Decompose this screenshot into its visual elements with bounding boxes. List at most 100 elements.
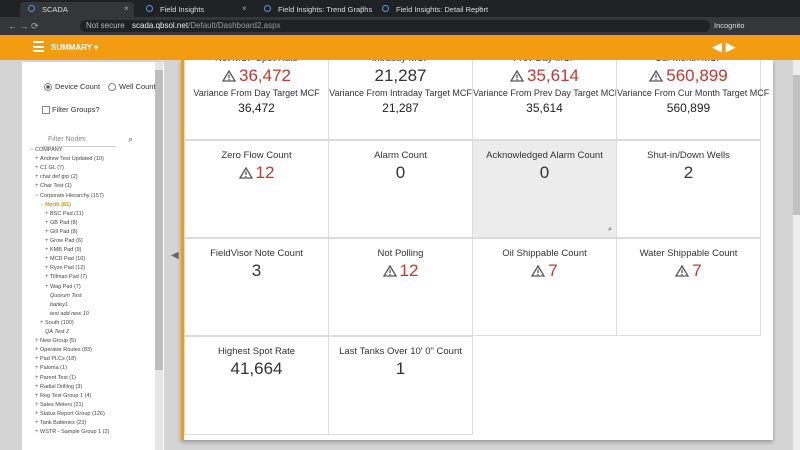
tree-node[interactable]: Andrew Test Updated (10) — [40, 156, 104, 163]
tile[interactable]: Acknowledged Alarm Count 0 ⌕ — [472, 140, 617, 238]
checkbox[interactable] — [42, 106, 50, 114]
tree-toggle[interactable]: + — [45, 265, 49, 272]
collapse-arrow[interactable]: ◀ — [171, 250, 179, 261]
tree-node[interactable]: Status Report Group (126) — [40, 410, 105, 417]
prev-next[interactable]: ◀ ▶ — [712, 39, 736, 54]
tree-node[interactable]: Reg Test Group 1 (4) — [40, 392, 92, 399]
tree-node[interactable]: QA Test 2 — [45, 329, 70, 335]
tile-value-text: 2 — [683, 163, 694, 182]
tree-toggle[interactable]: + — [35, 420, 39, 426]
page-scrollbar[interactable] — [793, 60, 800, 450]
tree-toggle[interactable]: + — [45, 283, 49, 290]
tab-icon — [382, 5, 389, 12]
tab-close[interactable]: × — [124, 4, 129, 13]
nav-buttons[interactable]: ← → ⟳ — [8, 21, 39, 31]
tree-toggle[interactable]: + — [35, 165, 39, 172]
tree-node[interactable]: Radial Drilling (3) — [40, 383, 83, 390]
tree-node[interactable]: BSC Pad (11) — [50, 210, 84, 217]
tile-value: 21,287 — [329, 66, 472, 86]
tree-toggle[interactable]: + — [35, 383, 39, 390]
tree-node[interactable]: North (81) — [45, 201, 71, 208]
tree-toggle[interactable]: + — [35, 374, 39, 381]
tile-value-text: 35,614 — [527, 66, 579, 85]
tree-toggle[interactable]: + — [45, 238, 49, 244]
tree-toggle[interactable]: + — [35, 156, 39, 163]
tile[interactable]: Alarm Count 0 — [328, 140, 473, 238]
tree-node[interactable]: COMPANY — [35, 147, 63, 153]
tile-value-text: 0 — [395, 163, 406, 182]
tree-toggle[interactable]: + — [35, 410, 39, 417]
tree-node[interactable]: Tank Batteries (23) — [40, 420, 87, 426]
tree-node[interactable]: Paloma (1) — [40, 365, 67, 372]
tree-toggle[interactable]: + — [45, 219, 49, 226]
tree-toggle[interactable]: + — [35, 365, 39, 372]
tree-node[interactable]: Operator Routes (83) — [40, 347, 92, 354]
tree-toggle[interactable]: + — [35, 183, 39, 190]
tree-node[interactable]: Wag Pad (7) — [50, 283, 81, 290]
tree-toggle[interactable]: + — [45, 210, 49, 217]
tile[interactable]: FieldVisor Note Count 3 — [184, 238, 329, 336]
browser-tab[interactable]: Field Insights: Detail Report × — [374, 2, 488, 17]
tree-node[interactable]: South (100) — [45, 319, 74, 326]
tile[interactable]: Highest Spot Rate 41,664 — [184, 336, 329, 435]
tree-node[interactable]: Quorum Test — [50, 292, 82, 299]
tree-toggle[interactable]: + — [45, 247, 49, 254]
tree-node[interactable]: char def grp (2) — [40, 174, 78, 181]
menu-icon[interactable] — [33, 41, 44, 52]
tile-value: 7 — [473, 261, 616, 281]
tree-node[interactable]: Gill Pad (8) — [50, 228, 78, 235]
tree-toggle[interactable]: + — [35, 347, 39, 354]
tab-close[interactable]: × — [478, 4, 483, 13]
tree-toggle[interactable]: + — [45, 274, 49, 281]
tile[interactable]: Oil Shippable Count 7 — [472, 238, 617, 336]
tab-close[interactable]: × — [360, 4, 365, 13]
search-icon[interactable]: ⌕ — [128, 134, 134, 144]
tree-toggle[interactable]: + — [35, 174, 39, 181]
tree-node[interactable]: Sales Meters (21) — [40, 401, 84, 408]
tree-node[interactable]: Pad PLCs (18) — [40, 356, 77, 363]
tree-node[interactable]: GB Pad (8) — [50, 219, 78, 226]
browser-tab[interactable]: Field Insights: Trend Graphs × — [256, 2, 372, 17]
tile[interactable]: Water Shippable Count 7 — [616, 238, 761, 336]
tile[interactable]: Last Tanks Over 10' 0" Count 1 — [328, 336, 473, 435]
tree-node[interactable]: Ryze Pad (12) — [50, 265, 86, 272]
tree-toggle[interactable]: + — [35, 429, 39, 436]
radio[interactable] — [44, 83, 52, 91]
filter-input[interactable]: Filter Nodes — [42, 136, 116, 147]
tree-node[interactable]: WSTR - Sample Group 1 (2) — [40, 429, 110, 436]
tree-node[interactable]: MCD Pad (10) — [50, 256, 86, 263]
tab-close[interactable]: × — [242, 4, 247, 13]
tree-toggle[interactable]: + — [35, 401, 39, 408]
tree-toggle[interactable]: + — [40, 319, 44, 326]
url-box[interactable]: Not secure scada.qbsol.net/Default/Dashb… — [80, 20, 710, 32]
tree-node[interactable]: barley1 — [50, 301, 69, 308]
browser-tab[interactable]: Field Insights × — [138, 2, 252, 17]
tree-node[interactable]: KMB Pad (9) — [50, 247, 82, 254]
tree-toggle[interactable]: + — [35, 356, 39, 363]
zoom-icon[interactable]: ⌕ — [608, 226, 612, 233]
tree-node[interactable]: Corporate Hierarchy (157) — [40, 192, 104, 199]
tree-node[interactable]: Char Test (1) — [40, 183, 72, 190]
browser-tab[interactable]: SCADA × — [20, 2, 134, 17]
tile[interactable]: Shut-in/Down Wells 2 — [616, 140, 761, 238]
tree-toggle[interactable]: + — [35, 338, 39, 345]
summary-menu[interactable]: SUMMARY ▾ — [51, 43, 99, 52]
tree-toggle[interactable]: + — [45, 256, 49, 263]
tree-toggle[interactable]: − — [30, 147, 34, 153]
tree-toggle[interactable]: + — [35, 392, 39, 399]
tree-node[interactable]: Tillman Pad (7) — [50, 274, 88, 281]
tree-node[interactable]: Grow Pad (6) — [50, 238, 83, 244]
tile-value-text: 12 — [399, 261, 419, 280]
tile[interactable]: Zero Flow Count 12 — [184, 140, 329, 238]
radio[interactable] — [108, 83, 116, 91]
tile[interactable]: Not Polling 12 — [328, 238, 473, 336]
tree-node[interactable]: New Group (5) — [40, 338, 77, 345]
tree-node[interactable]: Parent Test (1) — [40, 374, 76, 381]
tree-node[interactable]: C1 GL (7) — [40, 165, 64, 172]
tree-node[interactable]: test add new 10 — [50, 310, 89, 317]
tree-toggle[interactable]: − — [40, 201, 44, 208]
tile-value: 2 — [617, 163, 760, 183]
tree-toggle[interactable]: + — [45, 228, 49, 235]
sidebar-scrollbar[interactable] — [155, 62, 163, 450]
tree-toggle[interactable]: − — [35, 192, 39, 199]
